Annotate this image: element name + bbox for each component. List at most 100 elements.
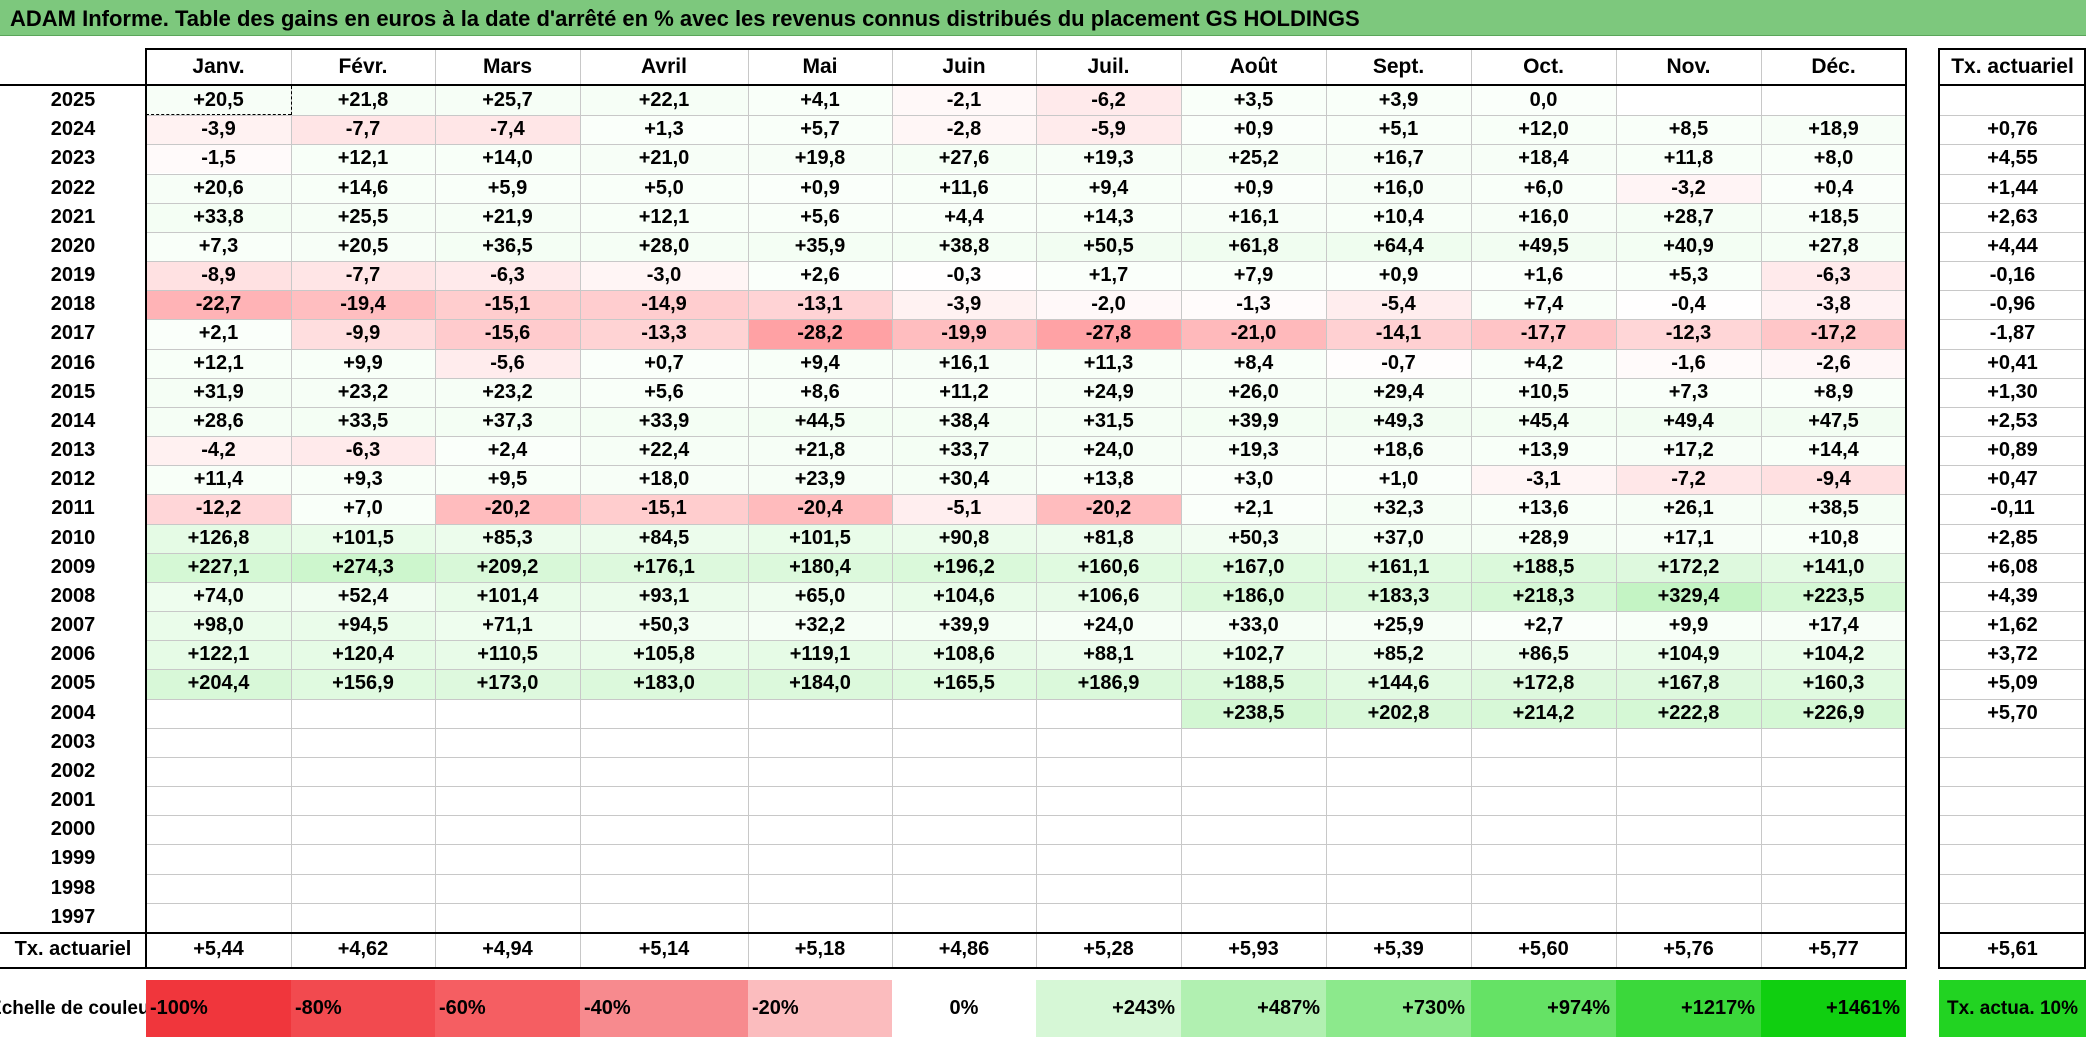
grid-line	[1036, 50, 1037, 84]
table-cell: +183,3	[1326, 581, 1471, 612]
grid-line	[1939, 932, 2086, 934]
grid-line	[146, 114, 291, 115]
rate-cell: +3,72	[1987, 643, 2038, 666]
table-cell: -19,4	[291, 290, 435, 320]
table-cell: +90,8	[892, 523, 1036, 553]
table-cell: +104,2	[1761, 640, 1906, 670]
grid-line	[1939, 378, 2086, 379]
grid-line	[1181, 932, 1182, 967]
table-cell: -0,4	[1616, 290, 1761, 320]
row-year-label: 2012	[50, 468, 96, 491]
table-cell: +5,6	[580, 377, 748, 407]
row-year-label: 2013	[50, 439, 96, 462]
grid-line	[1939, 436, 2086, 437]
table-cell	[1616, 844, 1761, 873]
table-cell: +24,9	[1036, 377, 1181, 407]
table-cell	[1616, 728, 1761, 757]
table-cell: +94,5	[291, 611, 435, 641]
table-cell: +9,9	[291, 348, 435, 378]
grid-line	[146, 757, 1906, 758]
title-bar: ADAM Informe. Table des gains en euros à…	[0, 0, 2086, 36]
table-cell: +1,0	[1326, 465, 1471, 495]
grid-line	[146, 174, 1906, 175]
row-year-label: 2022	[50, 176, 96, 199]
table-cell	[146, 874, 291, 903]
table-cell: +31,9	[146, 377, 291, 407]
table-cell: +156,9	[291, 669, 435, 699]
table-cell: +180,4	[748, 552, 892, 582]
grid-line	[146, 232, 1906, 233]
rate-cell: +4,39	[1987, 584, 2038, 607]
row-year-label: 2025	[50, 89, 96, 112]
table-cell: +8,4	[1181, 348, 1326, 378]
table-cell: +14,0	[435, 144, 580, 174]
grid-line	[146, 967, 1906, 969]
table-cell: +183,0	[580, 669, 748, 699]
table-cell: +14,3	[1036, 202, 1181, 232]
grid-line	[146, 524, 1906, 525]
table-cell: +27,6	[892, 144, 1036, 174]
grid-line	[892, 50, 893, 84]
column-header: Janv.	[192, 55, 245, 78]
grid-line	[146, 553, 1906, 554]
row-year-label: 2005	[50, 672, 96, 695]
table-cell: +38,8	[892, 231, 1036, 261]
table-cell: +7,0	[291, 494, 435, 524]
footer-rate-cell: +5,44	[193, 938, 244, 960]
table-cell	[1761, 874, 1906, 903]
table-cell: +2,1	[1181, 494, 1326, 524]
table-cell	[748, 757, 892, 786]
table-cell: +126,8	[146, 523, 291, 553]
table-cell: -6,3	[435, 261, 580, 291]
grid-line	[1939, 844, 2086, 845]
rate-cell: +4,55	[1987, 147, 2038, 170]
table-cell: +0,4	[1761, 173, 1906, 203]
grid-line	[1939, 786, 2086, 787]
footer-rate-cell: +5,76	[1663, 938, 1714, 960]
table-cell: +30,4	[892, 465, 1036, 495]
table-cell	[1181, 874, 1326, 903]
table-cell: +33,7	[892, 436, 1036, 466]
grid-line	[146, 611, 1906, 612]
table-cell	[146, 699, 291, 728]
table-cell: +0,9	[1181, 173, 1326, 203]
table-cell	[435, 815, 580, 844]
table-cell: +3,5	[1181, 86, 1326, 116]
row-year-label: 2023	[50, 147, 96, 170]
table-cell	[435, 874, 580, 903]
grid-line	[291, 932, 292, 967]
table-cell: +24,0	[1036, 611, 1181, 641]
table-cell: +0,9	[1326, 261, 1471, 291]
grid-line	[146, 378, 1906, 379]
row-year-label: 2010	[50, 526, 96, 549]
table-cell: +11,3	[1036, 348, 1181, 378]
scale-label: Echelle de couleur	[0, 997, 157, 1019]
table-cell: +16,7	[1326, 144, 1471, 174]
table-cell: -9,4	[1761, 465, 1906, 495]
table-cell: +10,4	[1326, 202, 1471, 232]
table-cell: +3,0	[1181, 465, 1326, 495]
row-year-label: 2004	[50, 701, 96, 724]
table-cell: +85,2	[1326, 640, 1471, 670]
grid-line	[146, 115, 1906, 116]
table-cell: +0,7	[580, 348, 748, 378]
rate-cell: +0,89	[1987, 439, 2038, 462]
table-cell: +5,1	[1326, 115, 1471, 145]
table-cell: +39,9	[892, 611, 1036, 641]
table-cell: -8,9	[146, 261, 291, 291]
table-cell: -2,6	[1761, 348, 1906, 378]
grid-line	[748, 84, 749, 932]
grid-line	[580, 50, 581, 84]
table-cell: -14,9	[580, 290, 748, 320]
table-cell: -13,3	[580, 319, 748, 349]
table-cell: -3,8	[1761, 290, 1906, 320]
table-cell: +227,1	[146, 552, 291, 582]
grid-line	[1939, 144, 2086, 145]
table-cell: -9,9	[291, 319, 435, 349]
table-cell: +10,5	[1471, 377, 1616, 407]
table-cell: +188,5	[1471, 552, 1616, 582]
grid-line	[1761, 84, 1762, 932]
column-header: Mai	[802, 55, 838, 78]
grid-line	[1616, 50, 1617, 84]
